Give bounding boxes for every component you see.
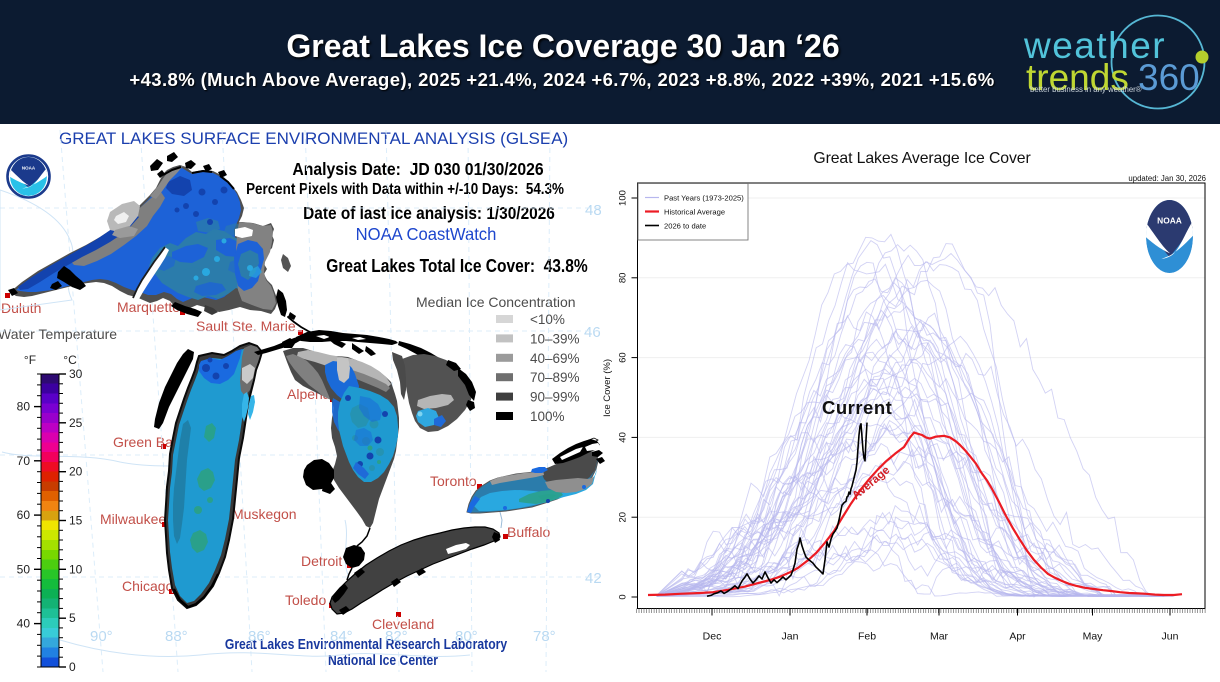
svg-text:40: 40 bbox=[17, 617, 31, 631]
svg-text:updated: Jan 30, 2026: updated: Jan 30, 2026 bbox=[1128, 174, 1206, 183]
svg-text:NOAA: NOAA bbox=[1157, 215, 1182, 225]
svg-text:70: 70 bbox=[17, 454, 31, 468]
svg-text:60: 60 bbox=[17, 508, 31, 522]
svg-text:5: 5 bbox=[69, 611, 76, 625]
svg-text:100%: 100% bbox=[530, 409, 565, 424]
svg-text:°C: °C bbox=[63, 353, 77, 367]
svg-text:NOAA: NOAA bbox=[22, 165, 36, 170]
svg-text:100: 100 bbox=[618, 190, 629, 206]
svg-text:2026 to date: 2026 to date bbox=[664, 221, 706, 230]
svg-text:90–99%: 90–99% bbox=[530, 390, 580, 405]
svg-text:trends: trends bbox=[1026, 57, 1129, 98]
svg-text:Mar: Mar bbox=[930, 631, 949, 643]
svg-text:0: 0 bbox=[618, 594, 629, 599]
svg-text:0: 0 bbox=[69, 660, 76, 674]
svg-text:weather: weather bbox=[1023, 25, 1166, 66]
svg-text:Jun: Jun bbox=[1162, 631, 1179, 643]
svg-text:15: 15 bbox=[69, 514, 83, 528]
svg-text:Ice Cover (%): Ice Cover (%) bbox=[602, 359, 613, 417]
svg-text:80: 80 bbox=[618, 273, 629, 284]
svg-text:60: 60 bbox=[618, 352, 629, 363]
svg-text:Dec: Dec bbox=[703, 631, 722, 643]
svg-text:40–69%: 40–69% bbox=[530, 351, 580, 366]
svg-text:Apr: Apr bbox=[1009, 631, 1026, 643]
svg-text:Current: Current bbox=[822, 397, 892, 418]
svg-text:40: 40 bbox=[618, 432, 629, 443]
svg-text:Jan: Jan bbox=[782, 631, 799, 643]
svg-text:Past Years (1973-2025): Past Years (1973-2025) bbox=[664, 193, 744, 202]
svg-text:20: 20 bbox=[69, 465, 83, 479]
svg-text:50: 50 bbox=[17, 562, 31, 576]
svg-text:°F: °F bbox=[24, 353, 36, 367]
svg-text:May: May bbox=[1083, 631, 1104, 643]
svg-text:30: 30 bbox=[69, 367, 83, 381]
svg-text:<10%: <10% bbox=[530, 312, 565, 327]
svg-text:10–39%: 10–39% bbox=[530, 331, 580, 346]
svg-text:Great Lakes Average Ice Cover: Great Lakes Average Ice Cover bbox=[813, 150, 1030, 167]
svg-text:360: 360 bbox=[1138, 57, 1200, 98]
svg-text:20: 20 bbox=[618, 512, 629, 523]
svg-text:70–89%: 70–89% bbox=[530, 370, 580, 385]
svg-text:80: 80 bbox=[17, 400, 31, 414]
svg-text:better business in any weather: better business in any weather® bbox=[1030, 85, 1142, 94]
svg-text:25: 25 bbox=[69, 416, 83, 430]
svg-text:Historical Average: Historical Average bbox=[664, 207, 725, 216]
svg-text:Feb: Feb bbox=[858, 631, 876, 643]
svg-text:10: 10 bbox=[69, 562, 83, 576]
